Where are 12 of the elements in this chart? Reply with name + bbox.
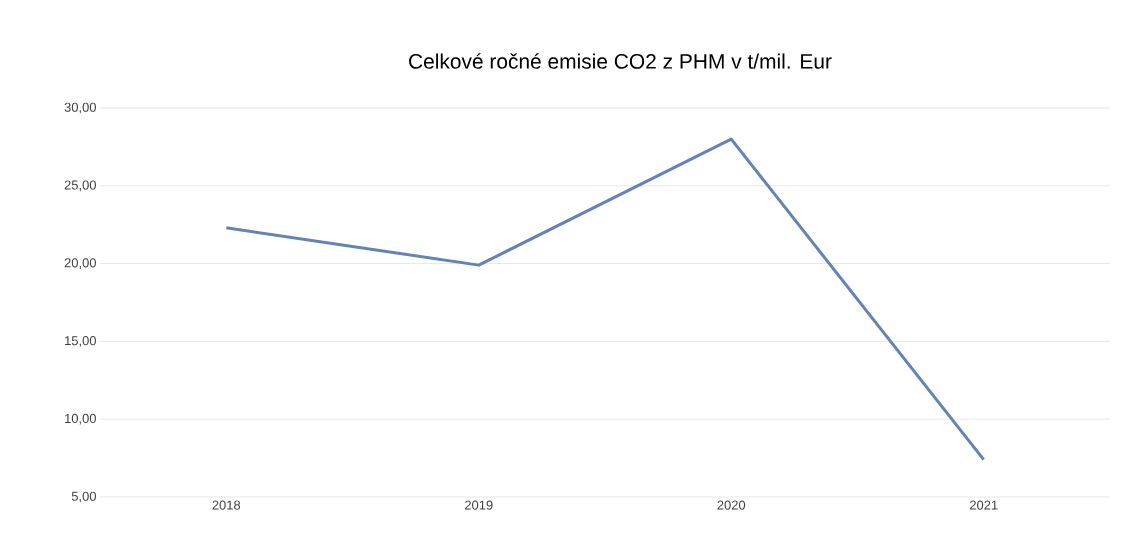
line-series: [224, 137, 986, 462]
y-tick-label: 30,00: [64, 102, 96, 114]
y-tick-label: 25,00: [64, 180, 96, 192]
y-tick-label: 20,00: [64, 258, 96, 269]
y-tick-label: 5,00: [71, 491, 96, 503]
chart-title: Celkové ročné emisie CO2 z PHM v t/mil. Eur: [409, 53, 832, 69]
y-tick-label: 15,00: [65, 336, 96, 347]
x-tick-label: 2019: [464, 500, 493, 510]
x-tick-label: 2018: [212, 500, 241, 510]
x-tick-label: 2021: [969, 500, 998, 510]
x-tick-label: 2020: [717, 500, 746, 510]
y-tick-label: 10,00: [65, 413, 96, 425]
